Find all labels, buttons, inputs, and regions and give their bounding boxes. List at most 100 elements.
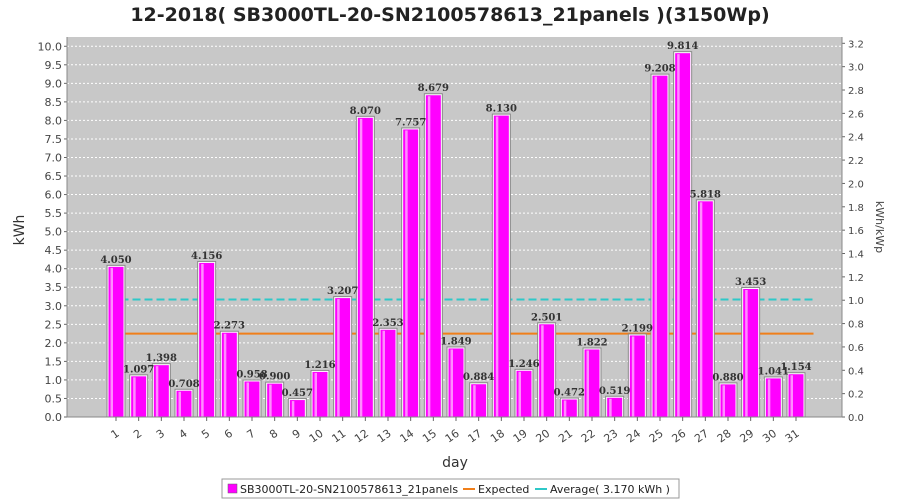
y-right-tick-label: 3.2 [848, 39, 864, 50]
bar-highlight [314, 372, 317, 417]
bar-highlight [337, 299, 340, 417]
bar-highlight [110, 267, 113, 417]
y-tick-label: 8.5 [45, 96, 63, 109]
data-label: 1.216 [304, 360, 335, 371]
y-axis-label: kWh [12, 215, 28, 246]
bar-highlight [745, 289, 748, 417]
bar-highlight [269, 384, 272, 417]
bars [106, 51, 806, 418]
bar-highlight [609, 398, 612, 417]
data-label: 5.818 [690, 189, 721, 200]
data-label: 1.041 [758, 366, 789, 377]
y-right-tick-label: 2.0 [848, 179, 864, 190]
data-label: 0.884 [463, 372, 494, 383]
legend-label-expected: Expected [478, 483, 529, 496]
data-label: 2.353 [372, 318, 403, 329]
y-right-tick-label: 2.2 [848, 156, 864, 167]
bar-highlight [473, 385, 476, 417]
x-tick-label: 18 [488, 427, 507, 446]
y-right-tick-label: 1.6 [848, 226, 864, 237]
y-tick-label: 9.5 [45, 59, 63, 72]
data-label: 0.900 [259, 372, 290, 383]
data-label: 1.849 [440, 336, 471, 347]
y-tick-label: 2.0 [45, 337, 63, 350]
bar-highlight [178, 391, 181, 417]
y-right-tick-label: 1.0 [848, 296, 864, 307]
x-tick-label: 14 [397, 427, 416, 446]
bar-highlight [790, 375, 793, 417]
data-label: 9.814 [667, 41, 698, 52]
y-right-tick-label: 0.6 [848, 343, 864, 354]
data-label: 8.130 [486, 104, 517, 115]
data-label: 0.519 [599, 386, 630, 397]
x-tick-label: 9 [290, 427, 303, 442]
bar-highlight [359, 118, 363, 417]
data-label: 1.822 [576, 337, 607, 348]
y-axis-right-label: kWh/kWp [873, 201, 886, 253]
bar-highlight [405, 130, 408, 418]
data-label: 8.679 [418, 83, 449, 94]
x-tick-label: 10 [307, 427, 326, 446]
y-tick-label: 5.0 [45, 226, 63, 239]
y-tick-label: 1.5 [45, 355, 63, 368]
data-label: 1.398 [146, 353, 177, 364]
data-label: 1.246 [508, 359, 539, 370]
data-label: 0.472 [554, 388, 585, 399]
bar-highlight [155, 366, 159, 417]
y-axis-right: 0.0 0.2 0.4 0.6 0.8 1.0 1.2 1.4 1.6 1.8 2.0 2.2 2.4 2… [841, 37, 864, 424]
y-tick-label: 6.0 [45, 189, 63, 202]
y-tick-label: 7.0 [45, 151, 63, 164]
data-label: 3.453 [735, 277, 766, 288]
bar-highlight [654, 76, 657, 417]
bar-highlight [133, 377, 136, 417]
x-tick-label: 8 [267, 427, 280, 442]
y-tick-label: 1.0 [45, 374, 63, 387]
data-label: 4.050 [100, 255, 131, 266]
x-tick-label: 1 [109, 427, 122, 442]
bar-highlight [518, 371, 521, 417]
y-tick-label: 9.0 [45, 77, 63, 90]
x-tick-label: 2 [131, 427, 144, 442]
data-label: 4.156 [191, 251, 222, 262]
x-tick-label: 7 [245, 427, 258, 442]
y-right-tick-label: 1.4 [848, 250, 864, 261]
data-label: 1.154 [780, 362, 811, 373]
x-tick-label: 19 [511, 427, 530, 446]
bar-highlight [291, 401, 295, 417]
y-tick-label: 0.0 [45, 411, 63, 424]
data-label: 0.880 [712, 372, 743, 383]
data-label: 0.457 [282, 388, 313, 399]
data-label: 1.097 [123, 364, 154, 375]
bar-highlight [541, 325, 544, 417]
x-tick-label: 6 [222, 427, 235, 442]
legend: SB3000TL-20-SN2100578613_21panels Expect… [221, 478, 680, 499]
data-label: 0.958 [236, 369, 267, 380]
data-label: 2.199 [622, 323, 653, 334]
y-tick-label: 8.0 [45, 114, 63, 127]
bar-highlight [382, 330, 385, 417]
y-tick-label: 10.0 [38, 40, 63, 53]
x-tick-label: 24 [624, 427, 643, 446]
bar-highlight [450, 349, 453, 417]
bar-highlight [699, 202, 703, 417]
y-tick-label: 2.5 [45, 318, 63, 331]
x-tick-label: 15 [420, 427, 439, 446]
y-tick-label: 6.5 [45, 170, 63, 183]
x-tick-label: 20 [533, 427, 552, 446]
y-right-tick-label: 2.4 [848, 133, 864, 144]
y-right-tick-label: 0.4 [848, 366, 864, 377]
y-tick-label: 5.5 [45, 207, 63, 220]
x-axis: 1 2 3 4 5 6 7 8 9 10 11 12 13 14 15 16 17 18 19 20 21 22 23 24 2… [67, 416, 842, 446]
x-tick-label: 12 [352, 427, 371, 446]
y-right-tick-label: 2.6 [848, 109, 864, 120]
data-label: 2.273 [214, 321, 245, 332]
x-tick-label: 16 [443, 427, 462, 446]
x-tick-label: 30 [760, 427, 779, 446]
y-tick-label: 4.5 [45, 244, 63, 257]
x-tick-label: 22 [579, 427, 598, 446]
data-label: 0.708 [168, 379, 199, 390]
legend-label-average: Average( 3.170 kWh ) [550, 483, 670, 496]
bar-highlight [677, 54, 680, 417]
